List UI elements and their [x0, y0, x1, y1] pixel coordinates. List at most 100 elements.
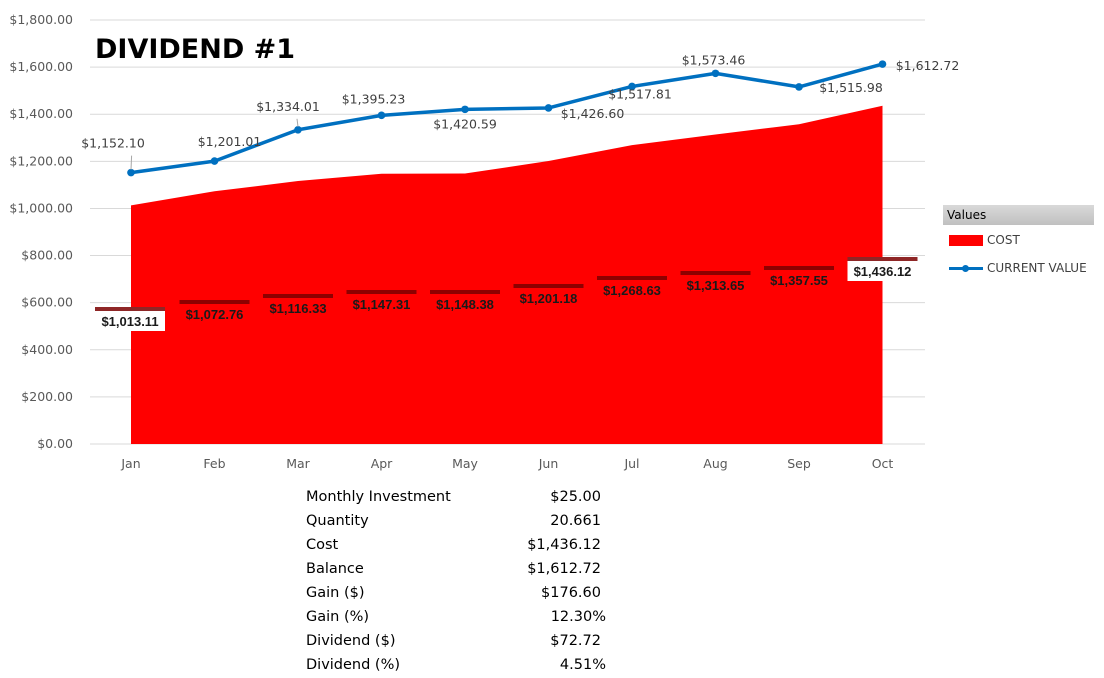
cost-label-shadow — [847, 257, 918, 261]
summary-row: Quantity 20.661 — [306, 509, 626, 533]
legend-title: Values — [943, 205, 1094, 225]
summary-value: $176.60 — [541, 585, 601, 601]
current-value-label: $1,420.59 — [433, 116, 497, 131]
current-value-label: $1,573.46 — [682, 52, 746, 67]
current-value-label: $1,517.81 — [608, 86, 672, 101]
current-value-point — [544, 104, 553, 112]
summary-label: Balance — [306, 561, 364, 577]
current-value-point — [795, 83, 803, 91]
current-value-label: $1,334.01 — [256, 99, 320, 114]
current-value-label: $1,201.01 — [198, 134, 262, 149]
summary-row: Gain ($) $176.60 — [306, 581, 626, 605]
x-tick-label: Jun — [538, 456, 559, 471]
cost-label-shadow — [764, 266, 834, 270]
cost-label-shadow — [597, 276, 667, 280]
cost-label: $1,116.33 — [263, 294, 333, 318]
current-value-line — [130, 62, 883, 175]
summary-label: Cost — [306, 537, 339, 553]
cost-label-text: $1,268.63 — [603, 283, 661, 298]
current-value-point — [377, 111, 386, 120]
current-value-point — [210, 157, 219, 165]
current-value-point — [711, 69, 720, 78]
y-tick-label: $600.00 — [21, 295, 73, 310]
summary-row: Balance $1,612.72 — [306, 557, 626, 581]
current-value-point — [461, 105, 469, 114]
x-tick-label: Feb — [203, 456, 225, 471]
cost-label-text: $1,201.18 — [520, 291, 578, 306]
cost-label-text: $1,072.76 — [186, 307, 244, 322]
cost-label: $1,147.31 — [346, 290, 417, 314]
x-tick-label: Jul — [623, 456, 639, 471]
legend-swatch-cost — [949, 234, 983, 246]
cost-label-shadow — [346, 290, 417, 294]
current-value-label: $1,515.98 — [819, 80, 883, 95]
legend-label-cost: COST — [987, 233, 1020, 247]
summary-value: $1,612.72 — [527, 561, 601, 577]
legend-item-cost[interactable]: COST — [949, 233, 1020, 247]
cost-label: $1,357.55 — [764, 266, 834, 290]
cost-label: $1,436.12 — [847, 257, 918, 281]
chart-title: DIVIDEND #1 — [95, 34, 295, 65]
y-tick-label: $800.00 — [21, 248, 73, 263]
x-tick-label: May — [452, 456, 478, 471]
summary-label: Monthly Investment — [306, 489, 451, 505]
summary-label: Gain ($) — [306, 585, 365, 601]
current-value-label: $1,152.10 — [81, 136, 145, 151]
current-value-point — [127, 168, 135, 177]
x-tick-label: Oct — [872, 456, 894, 471]
cost-label-text: $1,148.38 — [436, 297, 494, 312]
x-tick-label: Aug — [703, 456, 727, 471]
cost-label-text: $1,436.12 — [854, 264, 912, 279]
cost-label: $1,313.65 — [680, 271, 751, 295]
summary-table: Monthly Investment $25.00 Quantity 20.661 … — [306, 485, 626, 677]
cost-label-shadow — [513, 284, 584, 288]
summary-value: $1,436.12 — [527, 537, 601, 553]
x-tick-label: Apr — [371, 456, 393, 471]
current-value-data-labels: $1,152.10 $1,201.01 $1,334.01 $1,395.23 $1,4… — [81, 52, 960, 170]
summary-row: Dividend ($) $72.72 — [306, 629, 626, 653]
summary-value: $72.72 — [550, 633, 601, 649]
current-value-line-series — [127, 60, 887, 177]
leader-line — [130, 155, 133, 170]
y-tick-label: $1,200.00 — [9, 153, 73, 168]
cost-label: $1,201.18 — [513, 284, 584, 308]
summary-value: 12.30% — [550, 609, 606, 625]
summary-value: 4.51% — [559, 657, 606, 673]
current-value-label: $1,612.72 — [896, 58, 960, 73]
cost-label: $1,268.63 — [597, 276, 667, 300]
cost-label-shadow — [430, 290, 500, 294]
current-value-label: $1,426.60 — [561, 106, 625, 121]
summary-row: Dividend (%) 4.51% — [306, 653, 626, 677]
cost-label-shadow — [680, 271, 751, 275]
cost-label-shadow — [95, 307, 165, 311]
x-axis: Jan Feb Mar Apr May Jun Jul Aug Sep Oct — [120, 456, 893, 471]
current-value-point — [878, 60, 887, 68]
summary-row: Cost $1,436.12 — [306, 533, 626, 557]
cost-label-shadow — [179, 300, 250, 304]
x-tick-label: Jan — [120, 456, 140, 471]
summary-value: $25.00 — [550, 489, 601, 505]
x-tick-label: Sep — [787, 456, 811, 471]
y-tick-label: $200.00 — [21, 389, 73, 404]
cost-data-labels: $1,013.11 $1,072.76 $1,116.33 $1,147.31 $1,1… — [95, 257, 918, 331]
cost-label-text: $1,357.55 — [770, 273, 828, 288]
dividend-chart: $0.00 $200.00 $400.00 $600.00 $800.00 $1,000.… — [9, 12, 960, 471]
cost-label: $1,013.11 — [95, 307, 165, 331]
summary-label: Gain (%) — [306, 609, 370, 625]
legend-item-current-value[interactable]: CURRENT VALUE — [949, 261, 1087, 275]
cost-label: $1,072.76 — [179, 300, 250, 324]
summary-label: Quantity — [306, 513, 369, 529]
cost-label-text: $1,313.65 — [687, 278, 745, 293]
summary-row: Gain (%) 12.30% — [306, 605, 626, 629]
y-tick-label: $1,800.00 — [9, 12, 73, 27]
cost-label-text: $1,013.11 — [101, 314, 158, 329]
cost-area — [131, 105, 883, 444]
current-value-label: $1,395.23 — [342, 91, 406, 106]
current-value-point — [628, 82, 636, 91]
cost-label-text: $1,116.33 — [269, 301, 326, 316]
y-tick-label: $1,600.00 — [9, 59, 73, 74]
y-axis: $0.00 $200.00 $400.00 $600.00 $800.00 $1,000.… — [9, 12, 73, 451]
cost-label: $1,148.38 — [430, 290, 500, 314]
leader-line — [296, 118, 299, 127]
summary-value: 20.661 — [550, 513, 601, 529]
